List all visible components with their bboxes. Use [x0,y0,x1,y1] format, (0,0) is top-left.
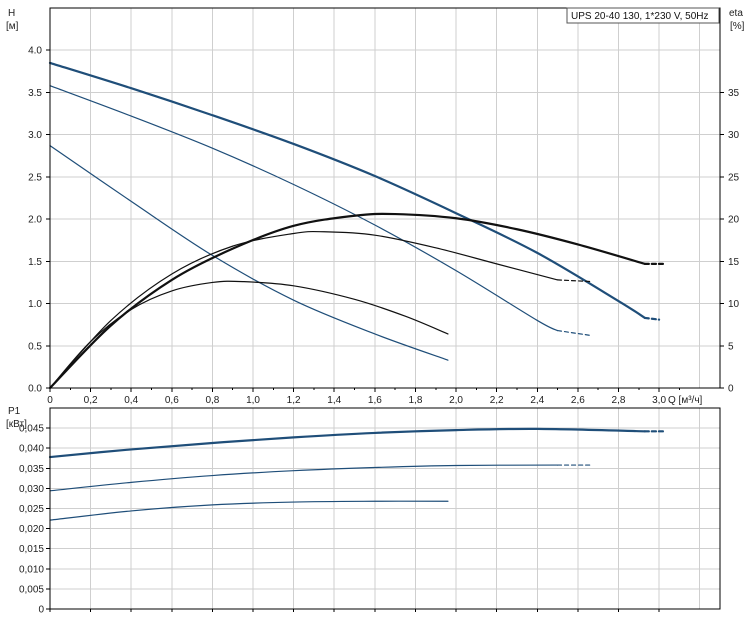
y-axis-unit-h: [м] [6,21,19,32]
y2-axis-unit-eta: [%] [730,21,745,32]
y2-tick-label: 20 [728,215,740,226]
top-curves [48,61,665,390]
p1-tick-label: 0,035 [19,464,44,475]
top-grid [50,8,720,388]
head-curve-2 [49,85,559,332]
p1-tick-label: 0 [38,605,44,616]
x-tick-label: 2,2 [490,395,504,406]
y-tick-label: 1.5 [28,257,42,268]
p1-curve-1 [48,427,646,459]
head-curve-1-extension [643,316,661,321]
p1-tick-label: 0,025 [19,504,44,515]
y-tick-label: 3.5 [28,88,42,99]
p1-curve-2 [49,464,559,492]
y-tick-label: 2.0 [28,215,42,226]
y-tick-label: 1.0 [28,299,42,310]
y2-tick-label: 0 [728,384,734,395]
y-axis-unit-p1: [кВт] [6,419,27,430]
bottom-curves [48,427,665,521]
y-tick-label: 3.0 [28,130,42,141]
x-tick-label: 0,8 [205,395,219,406]
legend-title: UPS 20-40 130, 1*230 V, 50Hz [571,11,709,22]
y2-tick-label: 30 [728,130,740,141]
x-tick-label: 2,8 [612,395,626,406]
y-tick-label: 0.5 [28,341,42,352]
x-tick-label: 1,2 [287,395,301,406]
y2-axis-label-eta: eta [729,8,743,19]
p1-tick-label: 0,040 [19,444,44,455]
x-tick-label: 0,6 [165,395,179,406]
y-axis-label-h: H [8,8,15,19]
y-tick-label: 0.0 [28,384,42,395]
y-tick-label: 2.5 [28,172,42,183]
y2-tick-label: 35 [728,88,740,99]
p1-tick-label: 0,030 [19,484,44,495]
head-curve-3 [49,145,449,361]
top-ticks: 0.0 0.5 1.0 1.5 2.0 2.5 3.0 3.5 4.0 0 5 10 15 20 25 30 3… [28,46,739,406]
eta-curve-6 [49,280,449,389]
y-axis-label-p1: P1 [8,406,21,417]
x-tick-label: 3,0 [652,395,666,406]
x-tick-label: 1,0 [246,395,260,406]
x-tick-label: 1,8 [409,395,423,406]
x-tick-label: 2,6 [571,395,585,406]
eta-curve-4 [48,212,646,390]
p1-tick-label: 0,020 [19,524,44,535]
y-tick-label: 4.0 [28,46,42,57]
p1-tick-label: 0,015 [19,544,44,555]
top-plot-frame [49,7,721,389]
x-axis-label-q: Q [м³/ч] [668,395,703,406]
p1-tick-label: 0,010 [19,564,44,575]
x-tick-label: 1,4 [327,395,341,406]
y2-tick-label: 5 [728,341,734,352]
x-tick-label: 0,4 [124,395,138,406]
x-tick-label: 2,0 [449,395,463,406]
p1-tick-label: 0,005 [19,584,44,595]
bottom-ticks: 0 0,005 0,010 0,015 0,020 0,025 0,030 0,035 0,04… [19,424,660,616]
p1-curve-3 [49,500,449,521]
head-curve-1 [48,61,646,320]
x-tick-label: 0 [47,395,53,406]
x-tick-label: 0,2 [84,395,98,406]
bottom-grid [50,408,720,609]
y2-tick-label: 15 [728,257,740,268]
eta-curve-5-extension [556,279,593,283]
legend-box [566,7,720,24]
x-tick-label: 1,6 [368,395,382,406]
y2-tick-label: 25 [728,172,740,183]
eta-curve-5 [49,230,559,389]
head-curve-2-extension [556,329,593,337]
p1-tick-label: 0,045 [19,424,44,435]
x-tick-label: 2,4 [530,395,544,406]
y2-tick-label: 10 [728,299,740,310]
